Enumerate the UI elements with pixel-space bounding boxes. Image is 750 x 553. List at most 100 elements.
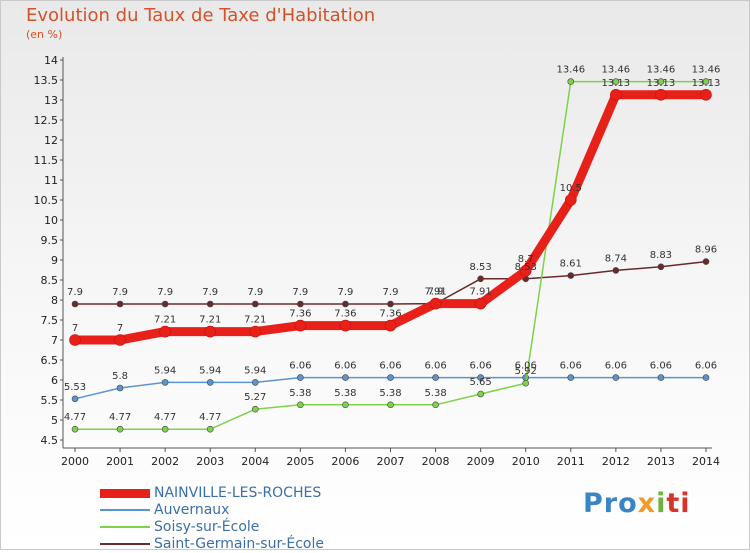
data-point [657,78,665,85]
y-tick-label: 7.5 [41,314,59,327]
data-point [161,425,169,433]
data-label: 5.92 [515,366,537,377]
data-point [339,319,352,332]
data-label: 8.83 [650,250,672,261]
data-label: 6.06 [695,361,717,372]
data-label: 6.06 [334,361,356,372]
data-label: 8.61 [560,259,582,270]
data-point [71,395,79,403]
data-label: 6.06 [560,361,582,372]
data-label: 7.9 [428,287,444,298]
data-point [657,374,665,381]
data-point [700,89,712,101]
data-label: 6.06 [289,361,311,372]
data-label: 5.94 [154,365,176,376]
data-point [204,325,217,338]
data-label: 7 [72,323,78,334]
data-point [342,300,349,308]
data-label: 6.06 [650,361,672,372]
logo-part-3: i [656,488,667,519]
data-point [702,78,710,85]
data-label: 7.21 [244,315,266,326]
data-point [429,297,442,310]
x-tick-label: 2012 [602,455,630,468]
data-point [519,264,532,277]
data-point [477,275,484,283]
data-label: 5.38 [424,388,446,399]
data-point [206,300,214,308]
data-label: 7.91 [470,287,492,298]
data-point [297,401,304,409]
legend-label: Saint-Germain-sur-École [154,536,324,552]
data-label: 13.13 [647,78,676,89]
y-tick-label: 12.5 [34,114,59,127]
data-label: 7.9 [247,287,263,298]
y-tick-label: 11 [44,174,58,187]
legend-label: NAINVILLE-LES-ROCHES [154,485,322,501]
data-label: 5.53 [64,382,86,393]
logo-part-4: ti [666,488,691,519]
data-point [567,78,575,85]
data-label: 5.38 [289,388,311,399]
y-tick-label: 7 [51,334,58,347]
data-label: 6.06 [515,361,537,372]
data-label: 13.46 [692,65,721,76]
x-tick-label: 2013 [647,455,675,468]
data-label: 7 [117,323,123,334]
data-label: 13.46 [556,65,585,76]
y-tick-label: 8 [51,294,58,307]
data-point [342,401,349,409]
x-tick-label: 2005 [286,455,314,468]
data-label: 8.96 [695,245,717,256]
data-point [387,374,394,381]
data-point [206,425,214,433]
data-label: 7.91 [424,287,446,298]
data-label: 13.46 [647,65,676,76]
data-label: 8.7 [518,254,534,265]
data-point [612,78,620,85]
data-label: 5.94 [199,365,221,376]
data-point [249,325,262,338]
data-label: 7.9 [383,287,399,298]
data-point [116,300,124,308]
data-label: 7.9 [337,287,353,298]
data-point [702,374,710,381]
data-label: 7.9 [67,287,83,298]
data-label: 13.13 [602,78,631,89]
data-label: 6.06 [470,361,492,372]
data-label: 7.36 [289,309,311,320]
data-point [251,300,259,308]
data-point [567,272,575,279]
data-label: 8.53 [470,262,492,273]
data-label: 6.06 [379,361,401,372]
data-label: 6.06 [605,361,627,372]
data-label: 7.21 [199,315,221,326]
y-tick-label: 13 [44,94,58,107]
y-tick-label: 6.5 [41,354,59,367]
data-label: 5.94 [244,365,266,376]
data-label: 7.9 [202,287,218,298]
data-label: 4.77 [199,412,221,423]
data-point [612,267,620,274]
data-point [114,334,126,346]
x-tick-label: 2003 [196,455,224,468]
data-label: 7.21 [154,315,176,326]
data-point [69,334,81,346]
data-label: 5.8 [112,371,128,382]
data-point [71,300,79,308]
x-tick-label: 2008 [422,455,450,468]
legend-swatch [100,526,150,528]
proxiti-logo: Proxiti [583,488,691,519]
logo-part-2: x [637,488,657,519]
logo-part-1: Pro [583,488,638,519]
data-point [477,374,484,381]
data-point [387,401,394,409]
data-label: 4.77 [154,412,176,423]
data-point [567,374,575,381]
x-tick-label: 2004 [241,455,269,468]
legend-swatch [100,543,150,545]
data-point [297,300,304,308]
data-point [612,374,620,381]
data-label: 4.77 [109,412,131,423]
